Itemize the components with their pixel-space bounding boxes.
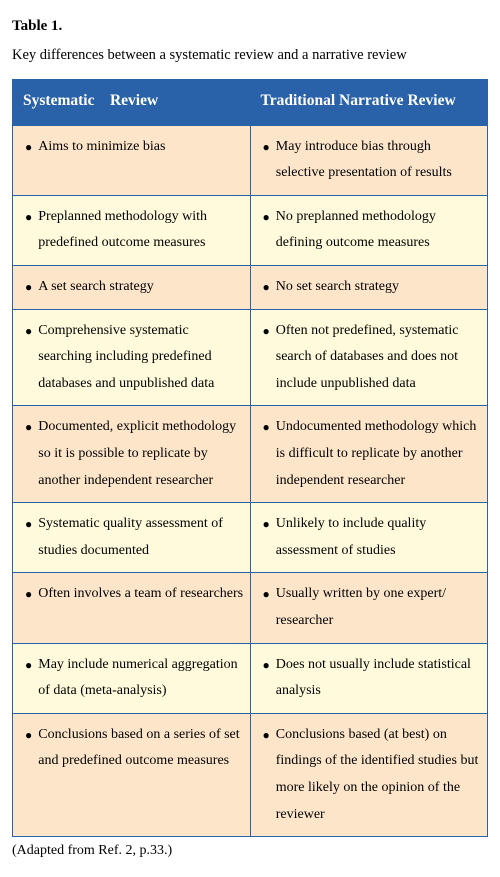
table-cell: ●May introduce bias through selective pr… [250, 125, 488, 195]
bullet-text: Documented, explicit methodology so it i… [38, 414, 243, 494]
bullet-icon: ● [25, 581, 32, 607]
bullet-icon: ● [25, 204, 32, 230]
table-cell: ●May include numerical aggregation of da… [13, 643, 251, 713]
bullet-text: May include numerical aggregation of dat… [38, 652, 243, 705]
bullet-icon: ● [263, 414, 270, 440]
table-row: ●A set search strategy●No set search str… [13, 266, 488, 310]
bullet-text: Usually written by one expert/ researche… [276, 581, 481, 634]
header-left: Systematic Review [13, 80, 251, 125]
bullet-text: Unlikely to include quality assessment o… [276, 511, 481, 564]
table-row: ●Aims to minimize bias●May introduce bia… [13, 125, 488, 195]
table-cell: ●Undocumented methodology which is diffi… [250, 406, 488, 503]
bullet-text: Conclusions based (at best) on findings … [276, 722, 481, 828]
bullet-text: Often involves a team of researchers [38, 581, 243, 608]
bullet-text: No preplanned methodology defining outco… [276, 204, 481, 257]
bullet-text: Preplanned methodology with predefined o… [38, 204, 243, 257]
table-cell: ●No preplanned methodology defining outc… [250, 195, 488, 265]
bullet-icon: ● [263, 511, 270, 537]
bullet-text: A set search strategy [38, 274, 243, 301]
bullet-text: Systematic quality assessment of studies… [38, 511, 243, 564]
bullet-icon: ● [263, 134, 270, 160]
table-cell: ●Often involves a team of researchers [13, 573, 251, 643]
bullet-icon: ● [263, 204, 270, 230]
bullet-text: No set search strategy [276, 274, 481, 301]
table-cell: ●Does not usually include statistical an… [250, 643, 488, 713]
bullet-icon: ● [263, 722, 270, 748]
bullet-icon: ● [25, 511, 32, 537]
table-row: ●May include numerical aggregation of da… [13, 643, 488, 713]
bullet-icon: ● [25, 652, 32, 678]
source-note: (Adapted from Ref. 2, p.33.) [12, 843, 488, 859]
table-cell: ●Usually written by one expert/ research… [250, 573, 488, 643]
table-cell: ●Conclusions based (at best) on findings… [250, 713, 488, 836]
bullet-icon: ● [25, 722, 32, 748]
table-cell: ●Preplanned methodology with predefined … [13, 195, 251, 265]
bullet-icon: ● [25, 134, 32, 160]
table-row: ●Preplanned methodology with predefined … [13, 195, 488, 265]
table-cell: ●Comprehensive systematic searching incl… [13, 309, 251, 406]
table-row: ●Documented, explicit methodology so it … [13, 406, 488, 503]
bullet-text: May introduce bias through selective pre… [276, 134, 481, 187]
table-cell: ●Unlikely to include quality assessment … [250, 503, 488, 573]
bullet-text: Comprehensive systematic searching inclu… [38, 318, 243, 398]
table-cell: ●A set search strategy [13, 266, 251, 310]
table-cell: ●Conclusions based on a series of set an… [13, 713, 251, 836]
table-cell: ●No set search strategy [250, 266, 488, 310]
bullet-icon: ● [263, 652, 270, 678]
bullet-text: Often not predefined, systematic search … [276, 318, 481, 398]
bullet-text: Aims to minimize bias [38, 134, 243, 161]
bullet-icon: ● [263, 581, 270, 607]
bullet-icon: ● [25, 274, 32, 300]
bullet-icon: ● [25, 414, 32, 440]
bullet-text: Undocumented methodology which is diffic… [276, 414, 481, 494]
table-row: ●Conclusions based on a series of set an… [13, 713, 488, 836]
header-right: Traditional Narrative Review [250, 80, 488, 125]
bullet-text: Conclusions based on a series of set and… [38, 722, 243, 775]
table-row: ●Systematic quality assessment of studie… [13, 503, 488, 573]
table-cell: ●Often not predefined, systematic search… [250, 309, 488, 406]
table-row: ●Often involves a team of researchers●Us… [13, 573, 488, 643]
bullet-icon: ● [263, 318, 270, 344]
comparison-table: Systematic Review Traditional Narrative … [12, 79, 488, 837]
table-title: Table 1. [12, 18, 488, 35]
table-cell: ●Aims to minimize bias [13, 125, 251, 195]
table-row: ●Comprehensive systematic searching incl… [13, 309, 488, 406]
bullet-icon: ● [25, 318, 32, 344]
bullet-text: Does not usually include statistical ana… [276, 652, 481, 705]
table-caption: Key differences between a systematic rev… [12, 45, 488, 65]
bullet-icon: ● [263, 274, 270, 300]
table-cell: ●Documented, explicit methodology so it … [13, 406, 251, 503]
table-cell: ●Systematic quality assessment of studie… [13, 503, 251, 573]
